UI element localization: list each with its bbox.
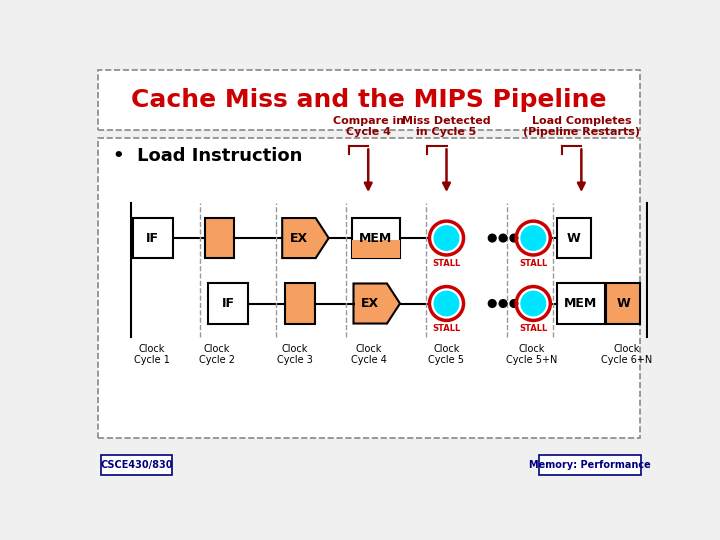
- Text: CSCE430/830: CSCE430/830: [100, 460, 173, 470]
- Text: Clock
Cycle 6+N: Clock Cycle 6+N: [600, 343, 652, 365]
- Bar: [352, 218, 400, 258]
- Circle shape: [499, 300, 507, 307]
- Bar: [132, 218, 173, 258]
- Circle shape: [434, 291, 459, 316]
- Text: •  Load Instruction: • Load Instruction: [113, 147, 302, 165]
- Text: MEM: MEM: [564, 297, 597, 310]
- Text: Clock
Cycle 5: Clock Cycle 5: [428, 343, 464, 365]
- Text: Clock
Cycle 3: Clock Cycle 3: [276, 343, 312, 365]
- Text: Miss Detected
in Cycle 5: Miss Detected in Cycle 5: [402, 116, 491, 137]
- Bar: [606, 284, 640, 323]
- Text: Clock
Cycle 4: Clock Cycle 4: [351, 343, 387, 365]
- Text: MEM: MEM: [359, 232, 392, 245]
- Circle shape: [521, 226, 546, 250]
- Bar: [285, 284, 315, 323]
- Polygon shape: [282, 218, 329, 258]
- Text: Memory: Performance: Memory: Performance: [529, 460, 651, 470]
- FancyBboxPatch shape: [98, 70, 640, 130]
- Circle shape: [510, 234, 518, 242]
- Text: STALL: STALL: [433, 259, 461, 268]
- Circle shape: [499, 234, 507, 242]
- Circle shape: [434, 226, 459, 250]
- Text: EX: EX: [289, 232, 307, 245]
- Text: IF: IF: [146, 232, 159, 245]
- Text: W: W: [567, 232, 580, 245]
- Circle shape: [488, 300, 496, 307]
- Text: EX: EX: [361, 297, 379, 310]
- FancyBboxPatch shape: [539, 455, 641, 475]
- FancyBboxPatch shape: [98, 138, 640, 438]
- Bar: [208, 284, 248, 323]
- Text: Cache Miss and the MIPS Pipeline: Cache Miss and the MIPS Pipeline: [131, 88, 607, 112]
- Bar: [557, 218, 590, 258]
- Text: IF: IF: [222, 297, 235, 310]
- Text: STALL: STALL: [433, 325, 461, 333]
- Circle shape: [521, 291, 546, 316]
- Text: STALL: STALL: [519, 259, 547, 268]
- Text: Compare in
Cycle 4: Compare in Cycle 4: [333, 116, 404, 137]
- Bar: [557, 284, 605, 323]
- FancyBboxPatch shape: [101, 455, 172, 475]
- Text: Clock
Cycle 5+N: Clock Cycle 5+N: [506, 343, 557, 365]
- Circle shape: [488, 234, 496, 242]
- Bar: [204, 218, 234, 258]
- Text: STALL: STALL: [519, 325, 547, 333]
- Circle shape: [510, 300, 518, 307]
- Text: Clock
Cycle 1: Clock Cycle 1: [134, 343, 170, 365]
- Bar: [352, 240, 400, 258]
- Text: Load Completes
(Pipeline Restarts): Load Completes (Pipeline Restarts): [523, 116, 640, 137]
- Polygon shape: [354, 284, 400, 323]
- Text: W: W: [616, 297, 630, 310]
- Text: Clock
Cycle 2: Clock Cycle 2: [199, 343, 235, 365]
